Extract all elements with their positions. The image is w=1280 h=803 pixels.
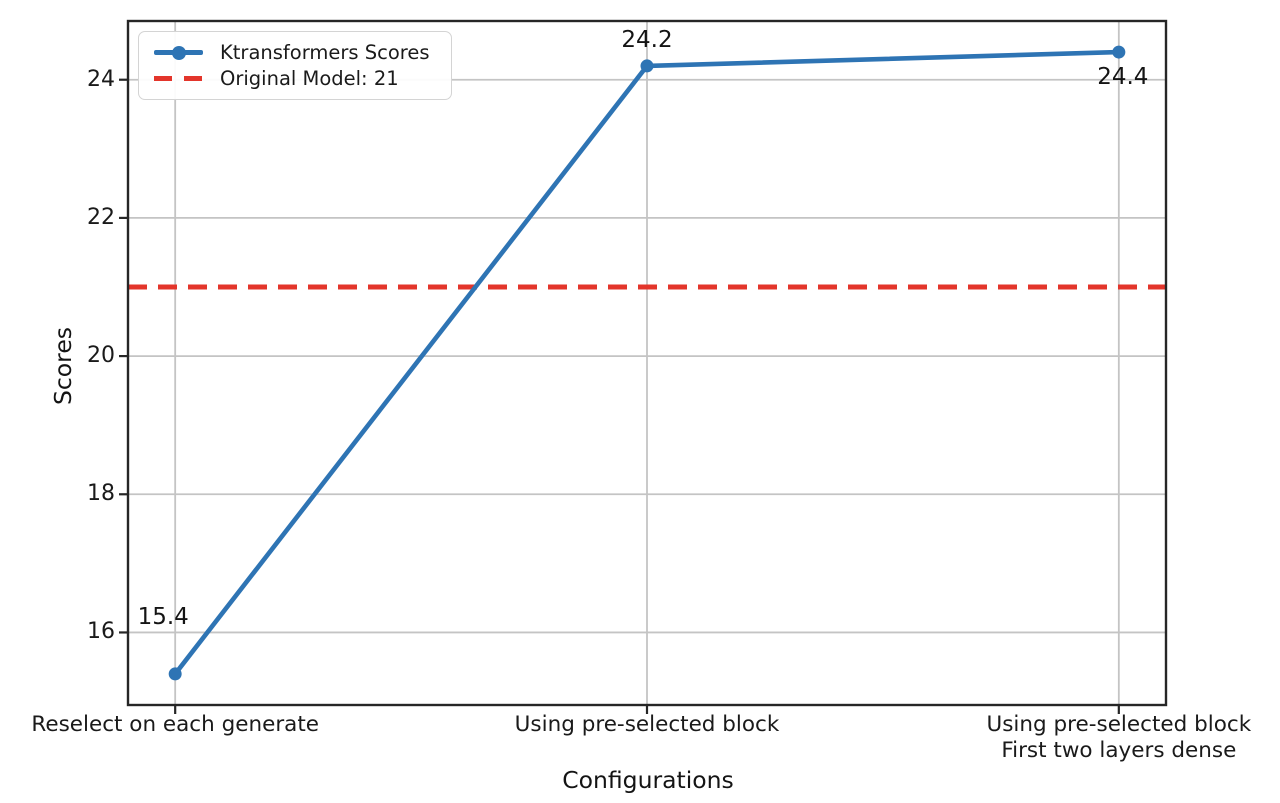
series-line-swatch: [154, 45, 203, 60]
legend-label-series: Ktransformers Scores: [220, 41, 430, 65]
plot-canvas: [119, 19, 1168, 714]
data-point-marker: [640, 59, 654, 73]
legend: Ktransformers Scores Original Model: 21: [138, 31, 452, 100]
y-tick-label: 20: [87, 343, 115, 369]
y-tick-label: 18: [87, 481, 115, 507]
reference-line-swatch: [154, 75, 203, 81]
x-axis-title: Configurations: [562, 766, 734, 794]
legend-entry-series: Ktransformers Scores: [154, 40, 437, 66]
x-tick-label: Reselect on each generate: [31, 712, 319, 737]
data-point-marker: [168, 667, 182, 681]
plot-border: [126, 19, 1168, 707]
data-point-label: 15.4: [137, 603, 189, 630]
x-tick-label: Using pre-selected block: [514, 712, 780, 737]
data-point-label: 24.4: [1097, 64, 1149, 91]
y-tick-label: 24: [87, 66, 115, 92]
x-tick-label: Using pre-selected block First two layer…: [986, 712, 1252, 763]
data-point-label: 24.2: [621, 26, 673, 53]
legend-entry-reference: Original Model: 21: [154, 66, 437, 92]
y-tick-label: 22: [87, 204, 115, 230]
plot-area: Ktransformers Scores Original Model: 21: [119, 19, 1168, 714]
data-point-marker: [1112, 45, 1126, 59]
y-tick-label: 16: [87, 619, 115, 645]
series-marker-swatch: [171, 45, 186, 60]
legend-label-reference: Original Model: 21: [220, 66, 399, 90]
